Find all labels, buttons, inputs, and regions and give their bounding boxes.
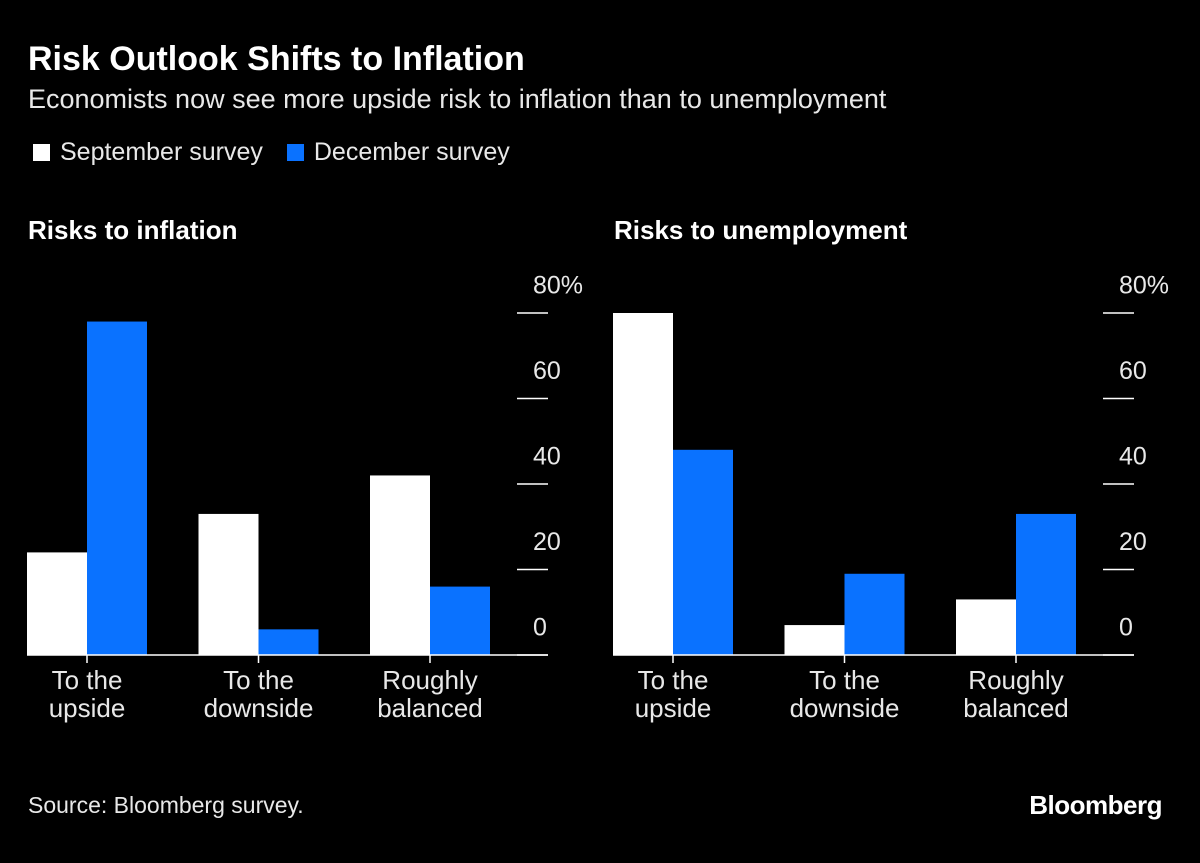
bar	[370, 475, 430, 655]
bar	[784, 625, 845, 655]
y-tick-label: 40	[1119, 443, 1147, 471]
source: Source: Bloomberg survey.	[28, 792, 304, 818]
subtitle: Economists now see more upside risk to i…	[28, 84, 887, 114]
y-tick-label: 80%	[1119, 272, 1169, 300]
bar	[673, 449, 733, 655]
brand: Bloomberg	[1029, 790, 1162, 820]
x-tick-label: To the upside	[634, 665, 712, 723]
legend-swatch	[286, 144, 304, 161]
bar	[1016, 513, 1076, 655]
x-tick-label: Roughly balanced	[377, 665, 483, 723]
bar	[613, 313, 673, 655]
bar	[430, 586, 490, 655]
chart-title: Risks to unemployment	[614, 215, 908, 245]
bar	[27, 552, 87, 655]
legend-item: September survey	[33, 138, 263, 167]
bar	[956, 599, 1016, 655]
y-tick-label: 60	[533, 357, 561, 385]
legend-item: December survey	[286, 138, 510, 167]
y-tick-label: 20	[1119, 528, 1147, 556]
legend-label: December survey	[313, 138, 510, 166]
x-tick-label: To the downside	[789, 665, 900, 723]
y-tick-label: 20	[533, 528, 561, 556]
bar	[198, 513, 259, 655]
bar	[87, 321, 147, 655]
x-tick-label: To the downside	[203, 665, 314, 723]
x-tick-label: To the upside	[48, 665, 126, 723]
legend-label: September survey	[60, 138, 263, 166]
y-tick-label: 60	[1119, 357, 1147, 385]
title: Risk Outlook Shifts to Inflation	[28, 40, 525, 78]
y-tick-label: 80%	[533, 272, 583, 300]
legend-swatch	[33, 144, 50, 161]
x-tick-label: Roughly balanced	[963, 665, 1069, 723]
legend: September survey December survey	[33, 138, 534, 167]
y-tick-label: 0	[533, 614, 547, 642]
bar	[258, 629, 319, 655]
bar	[844, 573, 905, 655]
y-tick-label: 0	[1119, 614, 1133, 642]
chart-title: Risks to inflation	[28, 215, 238, 245]
y-tick-label: 40	[533, 443, 561, 471]
